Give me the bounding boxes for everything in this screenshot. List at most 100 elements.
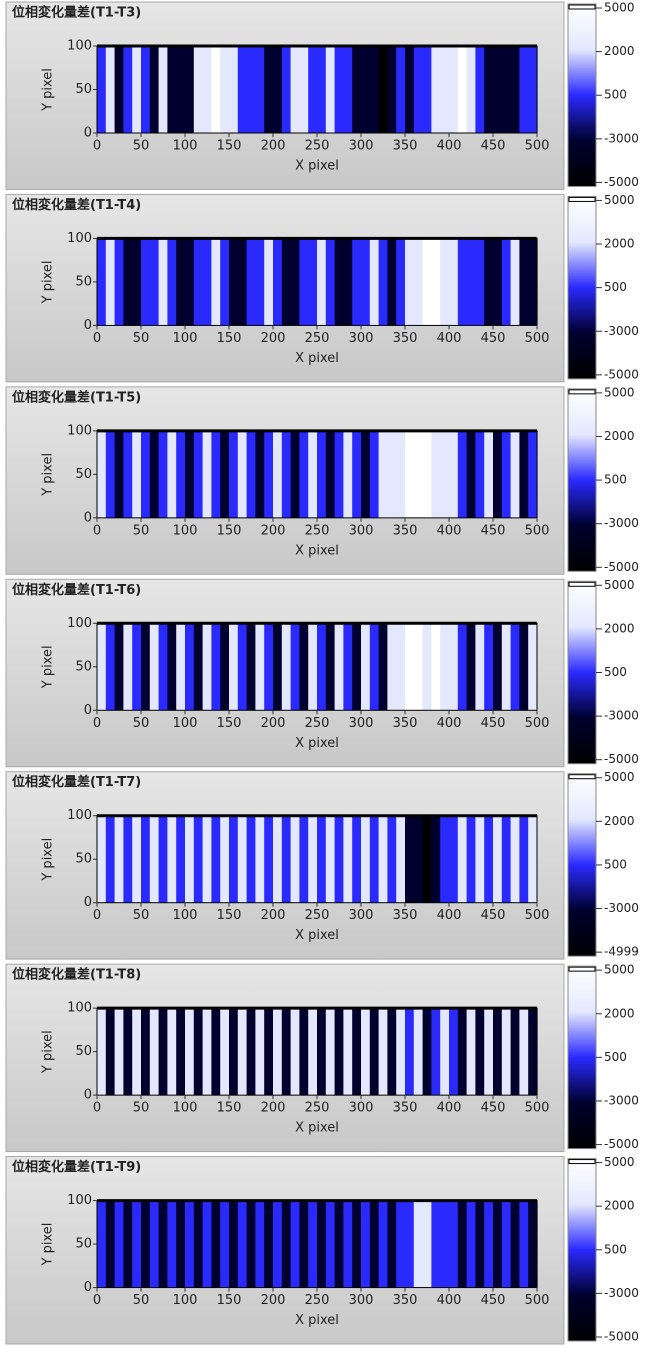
colorbar-tick-label: 5000 — [604, 1, 635, 15]
heat-cell — [519, 430, 529, 518]
heat-cell — [475, 238, 485, 326]
heat-cell — [334, 623, 344, 711]
heat-cell — [528, 623, 538, 711]
x-tick-label: 350 — [393, 908, 418, 923]
heat-cell — [484, 623, 494, 711]
x-tick-label: 100 — [173, 331, 198, 346]
heat-cell — [237, 46, 248, 133]
heat-cell — [308, 1008, 318, 1096]
x-tick-label: 0 — [93, 331, 101, 346]
heat-cell — [141, 430, 151, 518]
x-axis-label: X pixel — [295, 543, 339, 558]
heat-cell — [281, 1008, 292, 1096]
heat-cell — [466, 46, 476, 133]
heat-cell — [149, 1200, 160, 1288]
x-tick-label: 350 — [393, 139, 418, 154]
heat-cell — [519, 1008, 529, 1096]
heat-cell — [229, 430, 239, 518]
heat-cell — [325, 623, 336, 711]
heat-cell — [202, 1200, 212, 1288]
heat-cell — [475, 815, 485, 903]
heat-cell — [440, 1008, 450, 1096]
colorbar-marker — [568, 774, 596, 780]
x-axis-label: X pixel — [295, 736, 339, 751]
heat-cell — [273, 430, 283, 518]
heat-cell — [114, 815, 124, 903]
heat-cell — [413, 815, 424, 903]
heat-cell — [501, 430, 512, 518]
heat-cell — [317, 430, 327, 518]
heat-cell — [387, 1200, 397, 1288]
x-axis-label: X pixel — [295, 928, 339, 943]
heat-cell — [413, 1008, 424, 1096]
heat-cell — [290, 623, 300, 711]
heat-cell — [343, 815, 353, 903]
x-tick-label: 150 — [217, 1293, 242, 1308]
heat-cell — [149, 815, 160, 903]
y-tick-label: 50 — [75, 82, 92, 97]
heat-cell — [361, 46, 371, 133]
x-tick-label: 0 — [93, 139, 101, 154]
x-tick-label: 250 — [305, 908, 330, 923]
y-tick-label: 0 — [84, 126, 92, 141]
colorbar-tick-label: 500 — [604, 857, 627, 871]
x-tick-label: 150 — [217, 139, 242, 154]
heat-cell — [220, 623, 230, 711]
heat-cell — [290, 1008, 300, 1096]
heat-cell — [501, 1008, 512, 1096]
heat-cell — [211, 623, 221, 711]
x-tick-label: 300 — [349, 139, 374, 154]
heat-cell — [167, 1200, 177, 1288]
heat-cell — [299, 623, 309, 711]
heat-cell — [493, 623, 503, 711]
y-tick-label: 50 — [75, 467, 92, 482]
x-tick-label: 400 — [437, 523, 462, 538]
heat-cell — [132, 46, 142, 133]
heat-cell — [123, 430, 133, 518]
heat-cell — [440, 1200, 450, 1288]
heat-cell — [185, 1200, 195, 1288]
x-tick-label: 0 — [93, 523, 101, 538]
colorbar — [567, 3, 597, 187]
heat-cell — [431, 1200, 441, 1288]
x-tick-label: 500 — [525, 523, 550, 538]
heat-cell — [405, 46, 415, 133]
heat-cell — [457, 430, 468, 518]
y-tick-label: 0 — [84, 510, 92, 525]
heat-cell — [220, 1200, 230, 1288]
chart-title: 位相変化量差(T1-T6) — [12, 582, 141, 598]
heat-cell — [132, 815, 142, 903]
heat-cell — [105, 815, 116, 903]
y-tick-label: 0 — [84, 1280, 92, 1295]
heat-cell — [255, 238, 265, 326]
heat-cell — [158, 1008, 168, 1096]
heat-cell — [466, 815, 476, 903]
colorbar-marker — [568, 389, 596, 395]
heat-cell — [501, 623, 512, 711]
heat-cell — [229, 238, 239, 326]
heat-cell — [211, 1200, 221, 1288]
x-tick-label: 250 — [305, 1293, 330, 1308]
heat-cell — [273, 1200, 283, 1288]
heat-cell — [185, 238, 195, 326]
heat-cell — [317, 623, 327, 711]
heat-cell — [141, 815, 151, 903]
heat-cell — [264, 430, 274, 518]
heat-cell — [378, 238, 388, 326]
heat-cell — [378, 623, 388, 711]
heat-cell — [440, 238, 450, 326]
heat-cell — [308, 815, 318, 903]
heat-cell — [519, 623, 529, 711]
x-tick-label: 150 — [217, 908, 242, 923]
heat-cell — [114, 623, 124, 711]
y-tick-label: 100 — [67, 39, 92, 54]
colorbar-tick-label: -3000 — [604, 1093, 639, 1107]
colorbar-tick-label: 5000 — [604, 385, 635, 399]
heat-cell — [484, 430, 494, 518]
x-tick-label: 500 — [525, 716, 550, 731]
heat-cell — [369, 623, 380, 711]
heat-cell — [317, 1200, 327, 1288]
heat-cell — [343, 1008, 353, 1096]
heat-cell — [484, 238, 494, 326]
